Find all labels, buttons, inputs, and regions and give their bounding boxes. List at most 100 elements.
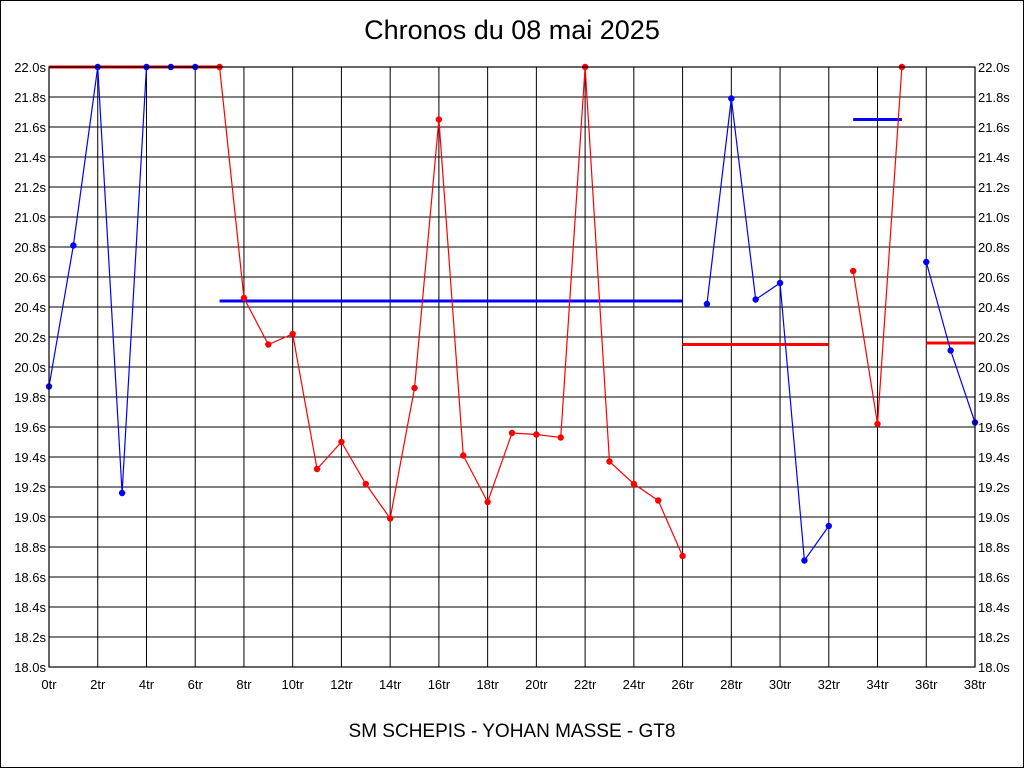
- data-point: [947, 347, 954, 354]
- y-tick-label-right: 21.6s: [978, 120, 1010, 135]
- series-points: [45, 63, 979, 564]
- data-point: [338, 438, 345, 446]
- y-tick-label-right: 18.6s: [978, 570, 1010, 585]
- plot-area: [48, 66, 976, 668]
- data-point: [849, 267, 857, 275]
- y-tick-label-right: 20.2s: [978, 330, 1010, 345]
- x-tick-label: 24tr: [623, 677, 646, 692]
- y-tick-label-right: 18.8s: [978, 540, 1010, 555]
- data-point: [679, 552, 686, 560]
- series-lines: [48, 66, 976, 563]
- data-point: [118, 489, 126, 497]
- data-point: [435, 116, 443, 123]
- data-point: [630, 480, 638, 488]
- y-tick-label-right: 21.4s: [978, 150, 1010, 165]
- tick-labels: 0tr 2tr 4tr 6tr 8tr 10tr 12tr 14tr 16tr 18tr 20tr 2…: [14, 60, 1010, 692]
- data-point: [313, 465, 321, 473]
- y-tick-label-left: 21.0s: [14, 210, 46, 225]
- y-tick-label-left: 20.4s: [14, 300, 46, 315]
- data-point: [386, 515, 394, 522]
- y-tick-label-left: 18.6s: [14, 570, 46, 585]
- y-tick-label-right: 18.0s: [978, 660, 1010, 675]
- y-tick-label-left: 20.0s: [14, 360, 46, 375]
- x-tick-label: 22tr: [574, 677, 597, 692]
- y-tick-label-left: 19.6s: [14, 420, 46, 435]
- data-point: [508, 429, 516, 437]
- y-tick-label-right: 21.2s: [978, 180, 1010, 195]
- x-tick-label: 16tr: [428, 677, 451, 692]
- data-point: [752, 296, 759, 303]
- x-tick-label: 20tr: [525, 677, 548, 692]
- y-tick-label-left: 19.8s: [14, 390, 46, 405]
- x-tick-label: 2tr: [90, 677, 106, 692]
- data-point: [484, 498, 491, 506]
- data-point: [703, 300, 711, 308]
- y-tick-label-right: 19.2s: [978, 480, 1010, 495]
- data-point: [240, 294, 248, 302]
- y-tick-label-right: 19.6s: [978, 420, 1010, 435]
- y-tick-label-left: 20.2s: [14, 330, 46, 345]
- y-tick-label-left: 18.4s: [14, 600, 46, 615]
- data-point: [606, 458, 613, 465]
- series-line: [218, 66, 684, 557]
- y-tick-label-right: 18.2s: [978, 630, 1010, 645]
- data-point: [825, 522, 832, 530]
- y-tick-label-left: 19.2s: [14, 480, 46, 495]
- y-tick-label-left: 20.6s: [14, 270, 46, 285]
- x-tick-label: 8tr: [236, 677, 252, 692]
- y-tick-label-right: 21.8s: [978, 90, 1010, 105]
- y-tick-label-right: 19.4s: [978, 450, 1010, 465]
- grid: [48, 66, 976, 668]
- x-tick-label: 6tr: [188, 677, 204, 692]
- y-tick-label-left: 20.8s: [14, 240, 46, 255]
- y-tick-label-left: 19.4s: [14, 450, 46, 465]
- x-tick-label: 14tr: [379, 677, 402, 692]
- x-tick-label: 10tr: [281, 677, 304, 692]
- data-point: [70, 242, 77, 249]
- y-tick-label-left: 21.6s: [14, 120, 46, 135]
- x-tick-label: 0tr: [41, 677, 57, 692]
- y-tick-label-left: 18.0s: [14, 660, 46, 675]
- x-tick-label: 36tr: [915, 677, 938, 692]
- x-tick-label: 28tr: [720, 677, 743, 692]
- x-tick-label: 26tr: [671, 677, 694, 692]
- data-point: [460, 452, 467, 459]
- data-point: [265, 341, 272, 348]
- y-tick-label-left: 21.4s: [14, 150, 46, 165]
- x-tick-label: 12tr: [330, 677, 353, 692]
- y-tick-label-right: 20.6s: [978, 270, 1010, 285]
- series-line: [706, 98, 830, 563]
- y-tick-label-left: 18.2s: [14, 630, 46, 645]
- y-tick-label-left: 18.8s: [14, 540, 46, 555]
- y-tick-label-right: 19.8s: [978, 390, 1010, 405]
- x-tick-label: 32tr: [818, 677, 841, 692]
- y-tick-label-right: 20.8s: [978, 240, 1010, 255]
- data-point: [289, 330, 296, 338]
- x-tick-label: 38tr: [964, 677, 987, 692]
- data-point: [923, 258, 930, 266]
- data-point: [411, 384, 418, 392]
- data-point: [728, 95, 735, 102]
- chart-title: Chronos du 08 mai 2025: [364, 15, 660, 45]
- x-tick-label: 18tr: [476, 677, 499, 692]
- data-point: [874, 420, 881, 428]
- y-tick-label-left: 21.2s: [14, 180, 46, 195]
- data-point: [776, 279, 784, 287]
- y-tick-label-left: 19.0s: [14, 510, 46, 525]
- x-tick-label: 34tr: [866, 677, 889, 692]
- y-tick-label-right: 20.4s: [978, 300, 1010, 315]
- series-line: [48, 66, 196, 494]
- y-tick-label-right: 18.4s: [978, 600, 1010, 615]
- y-tick-label-right: 19.0s: [978, 510, 1010, 525]
- x-tick-label: 4tr: [139, 677, 155, 692]
- y-tick-label-left: 22.0s: [14, 60, 46, 75]
- data-point: [655, 497, 662, 504]
- y-tick-label-right: 21.0s: [978, 210, 1010, 225]
- y-tick-label-left: 21.8s: [14, 90, 46, 105]
- chart-footer: SM SCHEPIS - YOHAN MASSE - GT8: [348, 721, 676, 742]
- data-point: [801, 557, 808, 564]
- average-lines: [49, 65, 975, 346]
- data-point: [533, 431, 540, 438]
